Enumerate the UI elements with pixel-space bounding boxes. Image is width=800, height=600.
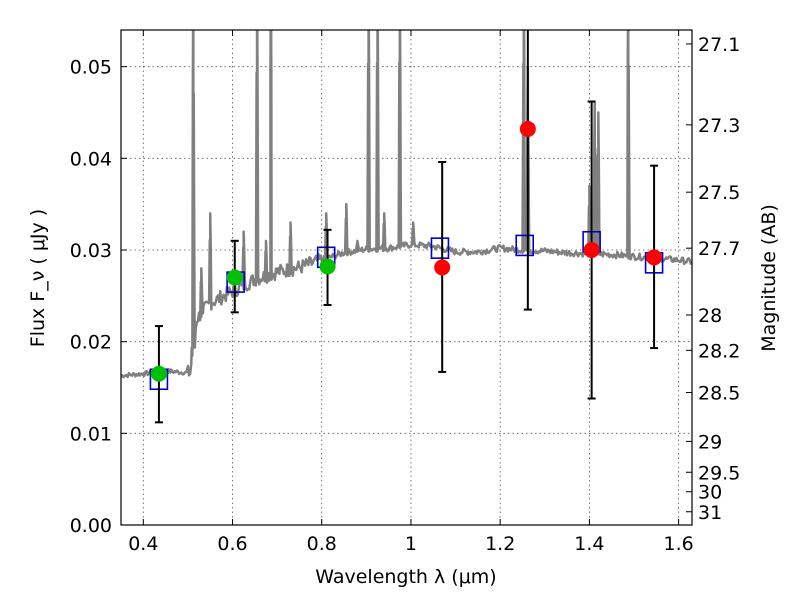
right-tick-label: 27.3 bbox=[698, 115, 740, 137]
y-tick-label: 0.01 bbox=[70, 423, 112, 445]
right-tick-label: 27.7 bbox=[698, 238, 740, 260]
right-tick-label: 29 bbox=[698, 431, 722, 453]
right-tick-label: 30 bbox=[698, 482, 722, 504]
right-axis-title: Magnitude (AB) bbox=[758, 204, 780, 352]
y-axis-title: Flux F_ν ( μJy ) bbox=[27, 209, 49, 347]
y-tick-label: 0.05 bbox=[70, 57, 112, 79]
right-tick-label: 27.5 bbox=[698, 182, 740, 204]
y-tick-label: 0.00 bbox=[70, 515, 112, 537]
right-tick-label: 28.2 bbox=[698, 340, 740, 362]
red-points bbox=[434, 121, 663, 276]
green-data-point bbox=[319, 258, 336, 275]
red-data-point bbox=[519, 121, 536, 137]
y-axis-title-text: Flux F_ν ( μJy ) bbox=[27, 209, 49, 347]
right-tick-label: 28.5 bbox=[698, 383, 740, 405]
red-data-point bbox=[434, 259, 451, 276]
green-data-point bbox=[226, 269, 243, 286]
model-square-marker bbox=[430, 237, 450, 259]
y-tick-label: 0.04 bbox=[70, 148, 112, 170]
y-tick-label: 0.03 bbox=[70, 240, 112, 262]
y-tick-label: 0.02 bbox=[70, 332, 112, 354]
red-data-point bbox=[583, 242, 600, 258]
right-tick-label: 27.1 bbox=[698, 34, 740, 56]
plot-area bbox=[121, 30, 692, 424]
x-axis-title: Wavelength λ (μm) bbox=[315, 566, 496, 588]
green-data-point bbox=[150, 365, 167, 382]
right-tick-label: 28 bbox=[698, 305, 722, 327]
right-tick-label: 29.5 bbox=[698, 462, 740, 484]
green-points bbox=[150, 258, 336, 382]
x-tick-label: 1.4 bbox=[574, 533, 604, 555]
x-tick-label: 0.4 bbox=[128, 533, 158, 555]
x-tick-label: 0.6 bbox=[217, 533, 247, 555]
y-axis-ticks: 0.00 0.01 0.02 0.03 0.04 0.05 bbox=[70, 57, 127, 537]
red-data-point bbox=[646, 249, 663, 266]
x-tick-label: 0.8 bbox=[307, 533, 337, 555]
x-tick-label: 1.2 bbox=[485, 533, 515, 555]
plot-background bbox=[121, 30, 692, 525]
model-square-marker bbox=[515, 234, 535, 257]
plot-frame bbox=[120, 29, 693, 526]
x-tick-label: 1.6 bbox=[664, 533, 694, 555]
x-axis-ticks: 0.4 0.6 0.8 1 1.2 1.4 1.6 bbox=[128, 30, 694, 555]
x-tick-label: 1 bbox=[405, 533, 417, 555]
right-tick-label: 31 bbox=[698, 502, 722, 524]
